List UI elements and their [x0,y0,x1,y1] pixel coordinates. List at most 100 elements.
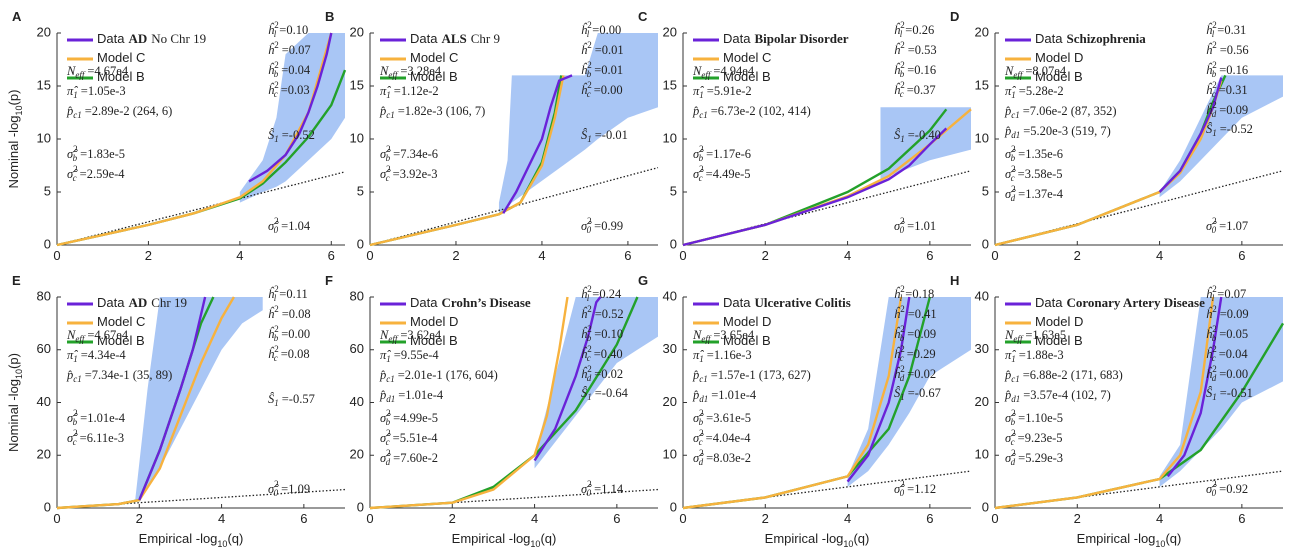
superscript: 2 [1212,60,1217,70]
annotation-value: =0.37 [907,83,936,97]
y-tick-label: 20 [975,24,989,39]
annotation-symbol: σ̂ [67,167,78,181]
annotation-value: =1.01 [907,219,936,233]
legend-name: Data [410,295,438,310]
annotation-value: =-0.67 [908,386,941,400]
annotation: σ̂2 c =2.59e-4 [67,164,125,183]
legend-label: Data Ulcerative Colitis [723,295,851,310]
annotation-symbol: σ̂ [1005,431,1016,445]
annotation-value: =0.31 [1219,83,1248,97]
annotation-symbol: ĥ [1206,83,1213,97]
annotation-symbol: ĥ [581,63,588,77]
confidence-band [498,33,658,214]
annotation: Neff =4.67e4 [66,328,129,344]
subscript: l [900,29,903,39]
annotation: p̂c1 =6.88e-2 (171, 683) [1004,368,1123,384]
subscript: d [699,457,704,467]
series-line [682,296,903,510]
annotation-symbol: σ̂ [67,411,78,425]
x-tick-label: 0 [366,248,373,263]
subscript: c1 [699,374,708,384]
annotation-value: =1.88e-3 [1019,348,1064,362]
superscript: 2 [73,428,78,438]
axis-label-text: Empirical -log [765,531,844,546]
annotation: p̂c1 =1.82e-3 (106, 7) [379,104,485,120]
annotation: σ̂2 c =4.49e-5 [693,164,751,183]
annotation: ĥ2 d =0.02 [581,364,623,383]
superscript: 2 [1212,479,1217,489]
annotation-symbol: N [692,64,702,78]
annotation-value: =1.12 [907,482,936,496]
superscript: 2 [73,144,78,154]
annotation-symbol: ĥ [268,43,275,57]
subscript: c1 [73,110,82,120]
subscript: l [274,293,277,303]
y-tick-label: 0 [44,499,51,514]
annotation-symbol: σ̂ [693,451,704,465]
legend-label: Data ALS Chr 9 [410,31,500,46]
y-tick-label: 0 [670,236,677,251]
annotation-symbol: σ̂ [1005,411,1016,425]
subscript: c [587,89,591,99]
subscript: b [274,69,279,79]
annotation: σ̂2 b =7.34e-6 [380,144,438,163]
annotation-value: =0.41 [908,307,937,321]
superscript: 2 [587,80,592,90]
axis-label-sub: 10 [14,105,24,115]
annotation: ĥ2 =0.09 [1206,304,1249,321]
legend-name: Model C [723,50,771,65]
annotation: ĥ2 l =0.26 [894,20,934,39]
annotation: ĥ2 b =0.04 [268,60,311,79]
series-line [369,75,565,247]
annotation-symbol: ĥ [581,367,588,381]
panel-letter: B [325,9,334,24]
annotation-value: =0.16 [1219,63,1248,77]
axis-label-sub: 10 [217,539,227,549]
annotation-symbol: ĥ [268,347,275,361]
x-axis-label: Empirical -log10(q) [1077,531,1182,549]
legend-label: Data Bipolar Disorder [723,31,849,46]
subscript: 1 [73,354,78,364]
subscript: c [1212,353,1216,363]
subscript: eff [388,334,398,344]
annotation-symbol: p̂ [379,388,386,402]
annotation-value: =3.65e4 [713,328,754,342]
annotation-symbol: π̂ [693,348,704,362]
panel-letter: C [638,9,648,24]
x-tick-label: 2 [452,248,459,263]
legend-label: Model B [723,333,771,348]
annotation: Neff =4.94e4 [692,64,755,80]
annotation-symbol: ĥ [1206,43,1213,57]
legend-label: Model B [1035,333,1083,348]
null-line [56,488,346,509]
annotation: Ŝ1 =-0.57 [268,392,315,408]
annotation-symbol: p̂ [66,104,73,118]
y-tick-label: 15 [975,77,989,92]
superscript: 2 [587,324,592,334]
subscript: l [587,29,590,39]
x-tick-label: 4 [538,248,545,263]
axis-label-text: Nominal -log [6,379,21,452]
annotation: Ŝ1 =-0.67 [894,386,941,402]
legend-label: Model D [410,314,458,329]
trait-note: Chr 9 [471,31,500,46]
annotation-symbol: Ŝ [1206,386,1213,400]
annotation-symbol: ĥ [894,367,901,381]
annotation-symbol: p̂ [1004,368,1011,382]
x-tick-label: 0 [53,511,60,526]
series-line [369,296,569,510]
superscript: 2 [1212,284,1217,294]
subscript: 1 [274,398,279,408]
superscript: 2 [900,479,905,489]
annotation-value: =0.09 [1219,103,1248,117]
annotation: p̂c1 =2.89e-2 (264, 6) [66,104,172,120]
annotation-value: =0.18 [905,287,934,301]
legend-label: Data Coronary Artery Disease [1035,295,1205,310]
annotation: π̂1 =1.05e-3 [67,84,126,100]
annotation-symbol: π̂ [693,84,704,98]
subscript: d1 [1011,394,1020,404]
x-tick-label: 4 [1156,248,1163,263]
legend-label: Model C [97,314,145,329]
annotation-value: =8.03e-2 [706,451,751,465]
annotation-symbol: π̂ [1005,348,1016,362]
